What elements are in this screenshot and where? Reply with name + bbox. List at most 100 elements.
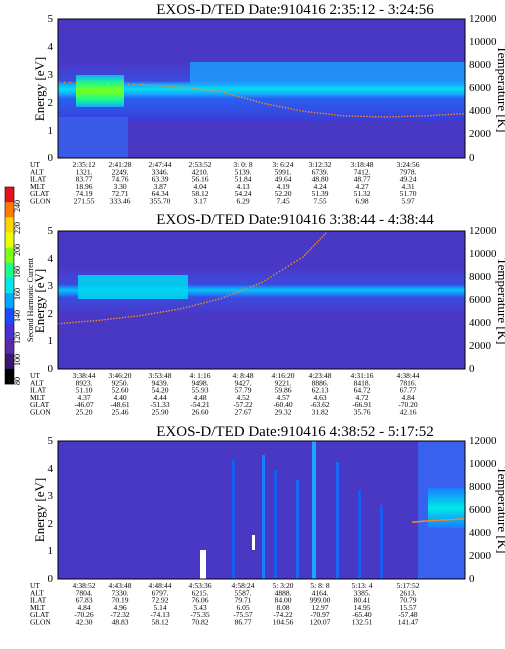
temperature-point	[334, 114, 336, 116]
table-cell: 4.84	[77, 603, 90, 612]
temperature-point	[324, 232, 327, 235]
table-cell: 5.43	[193, 603, 206, 612]
temperature-point	[421, 115, 423, 117]
colorbar-swatch	[5, 202, 14, 218]
table-row-label: ALT	[30, 378, 44, 387]
temperature-point	[75, 321, 77, 323]
temperature-point	[305, 252, 308, 255]
table-cell: 2249.	[112, 167, 129, 176]
table-cell: 51.84	[235, 175, 252, 184]
y2-tick-label: 4000	[469, 105, 492, 117]
colorbar: 240 220 200 180 160 140 120 100 80 Secon…	[4, 186, 35, 385]
temperature-point	[122, 83, 124, 85]
temperature-point	[348, 115, 351, 117]
table-cell: 3.17	[193, 197, 206, 206]
colorbar-swatch	[5, 323, 14, 339]
temperature-trace	[58, 81, 464, 118]
table-cell: -57.22	[233, 400, 253, 409]
y2-axis-label: Temperature [K]	[495, 467, 505, 554]
table-row-label: UT	[30, 581, 40, 590]
temperature-point	[305, 110, 307, 113]
panel-1: EXOS-D/TED Date:910416 2:35:12 - 3:24:56…	[30, 2, 505, 206]
y-tick-label: 2	[48, 97, 54, 109]
table-cell: 57.79	[235, 386, 252, 395]
temperature-trace	[412, 518, 465, 523]
table-row-label: UT	[30, 371, 40, 380]
temperature-point	[107, 318, 109, 320]
y2-tick-label: 6000	[469, 504, 492, 516]
temperature-point	[438, 519, 441, 521]
temperature-point	[197, 303, 199, 305]
temperature-point	[75, 82, 77, 84]
y2-tick-label: 0	[469, 363, 475, 375]
temperature-point	[308, 111, 310, 113]
table-cell: 4.37	[77, 393, 90, 402]
table-cell: 4.63	[313, 393, 326, 402]
temperature-point	[296, 259, 298, 262]
y-tick-label: 5	[48, 435, 54, 447]
temperature-point	[180, 86, 182, 88]
temperature-point	[457, 518, 460, 520]
table-cell: 6.98	[355, 197, 368, 206]
table-cell: 4888.	[275, 588, 292, 597]
table-cell: -66.91	[352, 400, 372, 409]
temperature-point	[415, 115, 417, 117]
table-cell: 62.13	[312, 386, 329, 395]
temperature-point	[226, 295, 228, 297]
temperature-point	[316, 241, 318, 244]
temperature-point	[200, 302, 202, 305]
temperature-point	[354, 115, 356, 117]
temperature-point	[241, 96, 243, 98]
table-cell: 74.76	[112, 175, 129, 184]
temperature-point	[258, 282, 260, 285]
table-row-label: GLON	[30, 408, 51, 417]
plot-frame	[57, 230, 466, 370]
temperature-point	[433, 519, 435, 522]
colorbar-tick: 240	[13, 200, 22, 212]
y2-tick-label: 12000	[469, 225, 497, 237]
y2-tick-label: 8000	[469, 59, 492, 71]
y-axis-label: Energy [eV]	[32, 478, 47, 542]
temperature-point	[98, 82, 101, 85]
temperature-point	[422, 520, 424, 522]
temperature-point	[454, 518, 457, 520]
temperature-point	[328, 113, 330, 115]
temperature-point	[310, 111, 313, 113]
temperature-point	[264, 279, 266, 282]
table-row-label: MLT	[30, 393, 46, 402]
y2-tick-label: 2000	[469, 128, 492, 140]
temperature-point	[413, 521, 415, 523]
table-cell: 132.51	[352, 618, 373, 627]
temperature-point	[273, 104, 275, 107]
y2-tick-label: 8000	[469, 481, 492, 493]
temperature-point	[168, 310, 170, 312]
temperature-point	[307, 250, 309, 253]
y-axis-right: 12000 10000 8000 6000 4000 2000 0 Temper…	[469, 225, 505, 375]
table-cell: 4: 1:16	[189, 371, 210, 380]
table-cell: 4.72	[355, 393, 368, 402]
colorbar-swatch	[5, 187, 14, 203]
temperature-point	[345, 115, 348, 117]
table-cell: -54.21	[190, 400, 210, 409]
table-cell: 999.00	[310, 596, 331, 605]
temperature-point	[270, 276, 272, 278]
temperature-point	[191, 87, 194, 89]
table-cell: 18.96	[76, 182, 93, 191]
table-cell: 2:41:28	[109, 160, 132, 169]
spike	[232, 460, 235, 579]
table-cell: 3385.	[354, 588, 371, 597]
temperature-point	[423, 520, 425, 522]
table-cell: 2:53:52	[189, 160, 212, 169]
colorbar-tick: 200	[13, 244, 22, 256]
table-cell: 54.24	[235, 189, 252, 198]
temperature-point	[401, 115, 403, 118]
table-cell: 9427.	[235, 378, 252, 387]
temperature-point	[130, 315, 133, 318]
colorbar-tick: 180	[13, 266, 22, 278]
table-cell: 5: 8: 8	[310, 581, 329, 590]
table-cell: 4:23:48	[309, 371, 332, 380]
table-cell: 9221.	[275, 378, 292, 387]
table-cell: -74.22	[273, 610, 293, 619]
table-cell: 2:35:12	[73, 160, 96, 169]
table-cell: 4.40	[113, 393, 126, 402]
